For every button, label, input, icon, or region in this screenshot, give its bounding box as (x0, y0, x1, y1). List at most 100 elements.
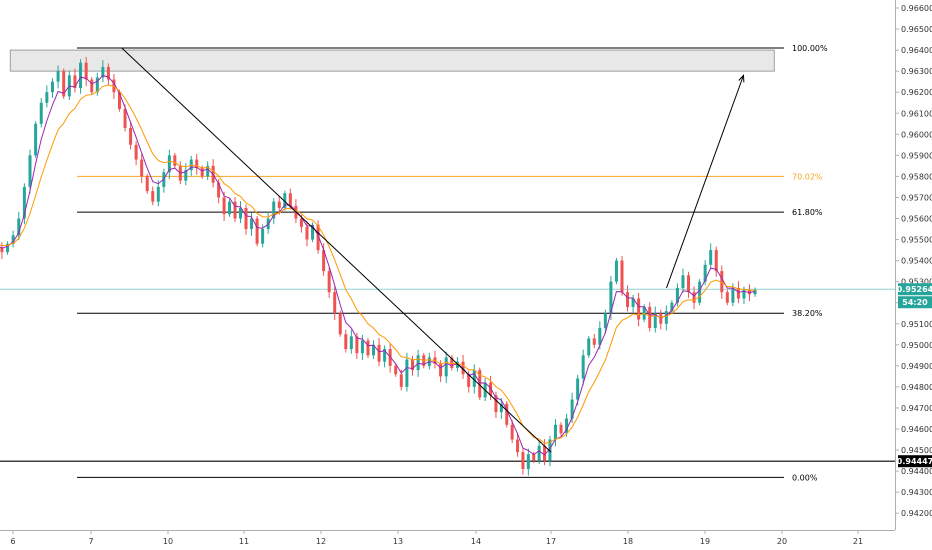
candle-body (217, 182, 221, 198)
candle-body (714, 250, 718, 272)
support-price-label: 0.94447 (897, 457, 932, 466)
candle-body (548, 439, 552, 461)
candle-body (450, 357, 454, 368)
candle-body (261, 229, 265, 244)
candle-body (516, 439, 520, 453)
candle-body (233, 201, 237, 219)
candle-body (609, 281, 613, 314)
candle-body (742, 290, 746, 299)
candle-body (355, 336, 359, 354)
trendline (121, 47, 552, 453)
candle-body (272, 201, 276, 219)
projection-arrow-head (738, 74, 745, 83)
fib-level-label: 38.20% (792, 309, 823, 318)
candle-body (505, 403, 509, 425)
candle-body (720, 271, 724, 293)
candle-body (228, 201, 232, 215)
candle-body (394, 365, 398, 375)
projection-arrow-line (666, 75, 744, 289)
drawings-layer (121, 47, 745, 453)
support-price-tag (898, 455, 932, 468)
x-tick-label: 13 (393, 537, 403, 546)
candle-body (84, 62, 88, 80)
candle-body (50, 81, 54, 93)
y-tick-label: 0.95400 (901, 257, 932, 266)
y-tick-label: 0.96600 (901, 4, 932, 13)
candle-body (288, 193, 292, 206)
candle-body (439, 363, 443, 377)
y-tick-label: 0.95900 (901, 151, 932, 160)
price-tags-layer: 0.95264 54:20 0.94447 (897, 283, 932, 468)
candle-body (670, 302, 674, 312)
candle-body (222, 197, 226, 215)
candle-body (467, 374, 471, 387)
candle-body (675, 287, 679, 303)
candle-body (455, 361, 459, 368)
candle-body (731, 287, 735, 303)
candle-body (6, 243, 10, 253)
candle-body (637, 298, 641, 320)
ema-slow-line (0, 84, 755, 444)
candle-body (117, 92, 121, 110)
candle-body (416, 355, 420, 371)
candle-body (22, 186, 26, 219)
candle-body (101, 66, 105, 78)
candle-body (200, 167, 204, 177)
y-tick-label: 0.96100 (901, 109, 932, 118)
candle-body (73, 75, 77, 88)
y-tick-label: 0.96200 (901, 88, 932, 97)
candle-body (316, 224, 320, 251)
candle-body (576, 378, 580, 400)
candle-body (244, 207, 248, 230)
candle-body (653, 313, 657, 328)
y-tick-label: 0.94400 (901, 467, 932, 476)
candle-body (79, 62, 83, 88)
candle-body (34, 123, 38, 156)
y-tick-label: 0.96400 (901, 46, 932, 55)
candle-body (709, 250, 713, 265)
candle-body (553, 424, 557, 440)
candle-body (372, 344, 376, 356)
candle-body (112, 79, 116, 93)
candle-body (299, 218, 303, 227)
fib-level-label: 61.80% (792, 208, 823, 217)
y-tick-label: 0.94700 (901, 404, 932, 413)
y-tick-label: 0.95800 (901, 172, 932, 181)
x-tick-label: 14 (471, 537, 481, 546)
candle-body (283, 193, 287, 208)
candle-body (311, 224, 315, 240)
x-tick-label: 21 (853, 537, 863, 546)
candle-body (681, 275, 685, 288)
candle-body (123, 109, 127, 128)
x-tick-label: 19 (700, 537, 710, 546)
candle-body (526, 454, 530, 469)
candle-body (349, 336, 353, 350)
candle-body (95, 77, 99, 93)
y-tick-label: 0.95600 (901, 215, 932, 224)
candle-body (90, 79, 94, 93)
candle-body (565, 418, 569, 434)
candle-body (106, 66, 110, 80)
x-tick-label: 10 (163, 537, 173, 546)
y-tick-label: 0.95500 (901, 236, 932, 245)
candle-body (581, 355, 585, 379)
candle-body (305, 226, 309, 240)
candle-body (145, 176, 149, 192)
candle-body (521, 452, 525, 469)
candle-body (510, 424, 514, 440)
candle-body (322, 250, 326, 272)
candle-body (62, 71, 66, 97)
candle-body (405, 359, 409, 387)
candle-body (648, 306, 652, 328)
candle-body (206, 165, 210, 177)
candle-body (411, 359, 415, 371)
y-tick-label: 0.95300 (901, 278, 932, 287)
x-tick-label: 11 (239, 537, 249, 546)
fib-level-label: 100.00% (792, 44, 828, 53)
candle-body (478, 370, 482, 398)
candle-body (543, 445, 547, 461)
candle-body (344, 334, 348, 350)
candle-body (587, 338, 591, 356)
x-tick-label: 12 (316, 537, 326, 546)
candle-body (167, 155, 171, 173)
